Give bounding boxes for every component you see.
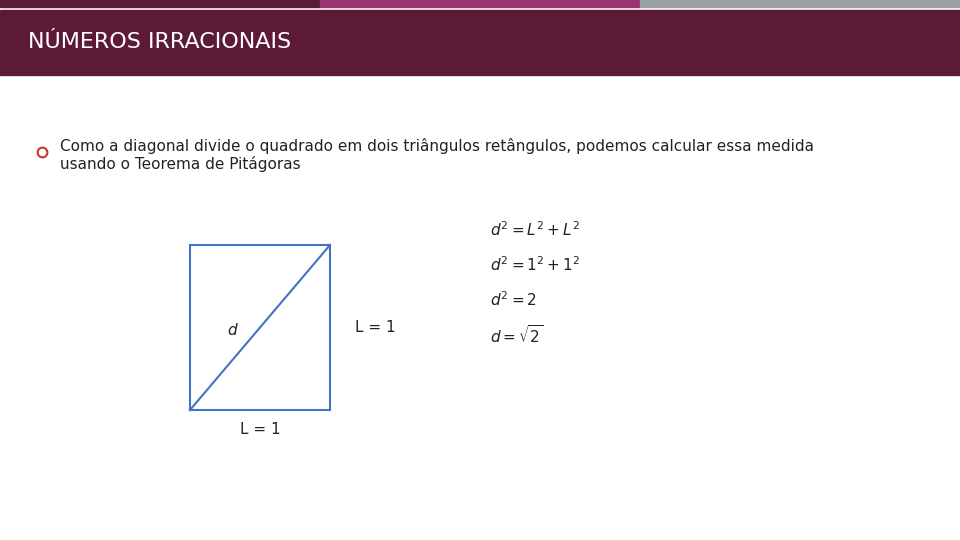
Text: $d^2 = 2$: $d^2 = 2$ [490, 291, 537, 309]
Text: L = 1: L = 1 [240, 422, 280, 437]
Text: d: d [228, 323, 237, 338]
Text: NÚMEROS IRRACIONAIS: NÚMEROS IRRACIONAIS [28, 32, 291, 52]
Text: $d^2 = L^2 + L^2$: $d^2 = L^2 + L^2$ [490, 221, 580, 239]
Text: Como a diagonal divide o quadrado em dois triângulos retângulos, podemos calcula: Como a diagonal divide o quadrado em doi… [60, 138, 814, 154]
Text: $d = \sqrt{2}$: $d = \sqrt{2}$ [490, 324, 543, 346]
Text: usando o Teorema de Pitágoras: usando o Teorema de Pitágoras [60, 156, 300, 172]
Bar [0, 0, 320, 7]
Text: L = 1: L = 1 [355, 320, 396, 335]
Bar [640, 0, 960, 7]
Bar [0, 10, 960, 75]
Bar [320, 0, 640, 7]
Bar [190, 245, 330, 410]
Text: $d^2 = 1^2 + 1^2$: $d^2 = 1^2 + 1^2$ [490, 255, 580, 274]
